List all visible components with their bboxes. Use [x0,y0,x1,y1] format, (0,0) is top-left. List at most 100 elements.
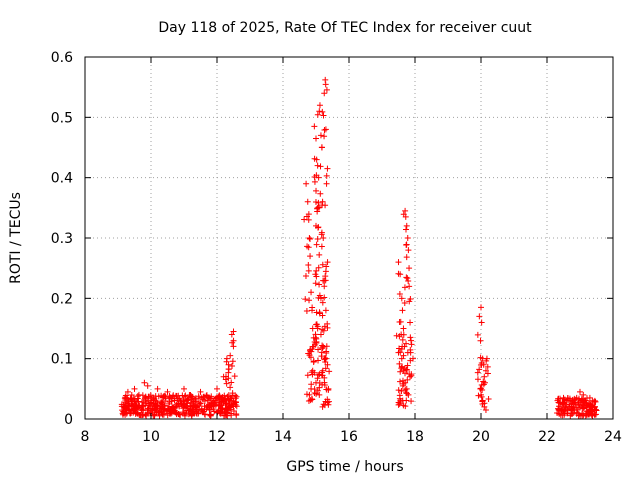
data-point [399,363,406,370]
data-point [396,400,403,407]
data-point [396,395,403,402]
data-point [478,319,485,326]
data-point [141,379,148,386]
data-point [316,102,323,109]
data-point [179,409,186,416]
data-point [322,81,329,88]
data-point [311,386,318,393]
data-point [402,226,409,233]
y-tick-label: 0.3 [51,231,73,247]
data-point [172,392,179,399]
data-point [317,331,324,338]
data-point [399,307,406,314]
data-point [181,412,188,419]
data-point [591,411,598,418]
data-point [308,381,315,388]
data-point [405,278,412,285]
data-point [323,263,330,270]
data-point [157,406,164,413]
data-point [319,312,326,319]
data-point [478,381,485,388]
data-point [145,400,152,407]
data-point [307,354,314,361]
x-tick-label: 16 [340,429,358,445]
data-point [147,397,154,404]
data-point [325,398,332,405]
data-point [318,144,325,151]
data-point [476,366,483,373]
data-point [195,410,202,417]
data-point [402,207,409,214]
data-point [399,336,406,343]
data-point [214,385,220,392]
data-point [168,398,175,405]
data-point [313,321,320,328]
data-point [557,411,564,418]
data-point [579,410,586,417]
data-point [223,380,230,387]
data-point [316,281,323,288]
data-point [574,400,581,407]
data-point [326,368,333,375]
data-point [224,393,231,400]
data-point [319,108,326,115]
data-point [130,405,137,412]
data-point [322,355,329,362]
data-point [306,236,313,243]
data-point [580,405,587,412]
data-point [137,411,144,418]
data-point [474,376,481,383]
data-point [483,357,490,364]
data-point [393,332,400,339]
data-point [409,355,416,362]
data-point [162,392,169,399]
data-point [482,406,489,413]
data-point [408,341,415,348]
data-point [397,368,404,375]
data-point [478,361,485,368]
data-point [226,397,233,404]
x-tick-label: 22 [538,429,556,445]
data-point [134,410,141,417]
data-point [475,392,482,399]
data-point [397,349,404,356]
data-point [317,132,324,139]
data-point [580,391,587,398]
data-point [149,408,156,415]
data-point [126,410,133,417]
data-point [319,299,326,306]
data-point [314,111,321,118]
data-point [310,359,317,366]
data-point [405,247,412,254]
data-point [134,393,141,400]
data-point [316,108,323,115]
data-point [314,387,321,394]
data-point [319,345,326,352]
data-point [585,411,592,418]
x-tick-label: 14 [274,429,292,445]
data-point [407,346,414,353]
data-point [228,363,235,370]
data-point [188,393,195,400]
data-point [577,388,583,395]
data-point [212,395,219,402]
data-point [398,388,405,395]
data-point [211,408,218,415]
data-point [479,401,486,408]
data-point [404,367,411,374]
data-point [229,339,236,346]
data-point [304,372,311,379]
x-tick-label: 10 [142,429,160,445]
data-point [478,304,484,311]
data-point [308,348,315,355]
data-point [403,222,410,229]
data-point [214,399,221,406]
data-point [318,243,325,250]
data-point [588,403,595,410]
x-tick-label: 8 [81,429,90,445]
data-point [400,380,407,387]
data-point [216,409,223,416]
data-point [403,340,410,347]
data-point [175,400,182,407]
data-point [395,270,402,277]
